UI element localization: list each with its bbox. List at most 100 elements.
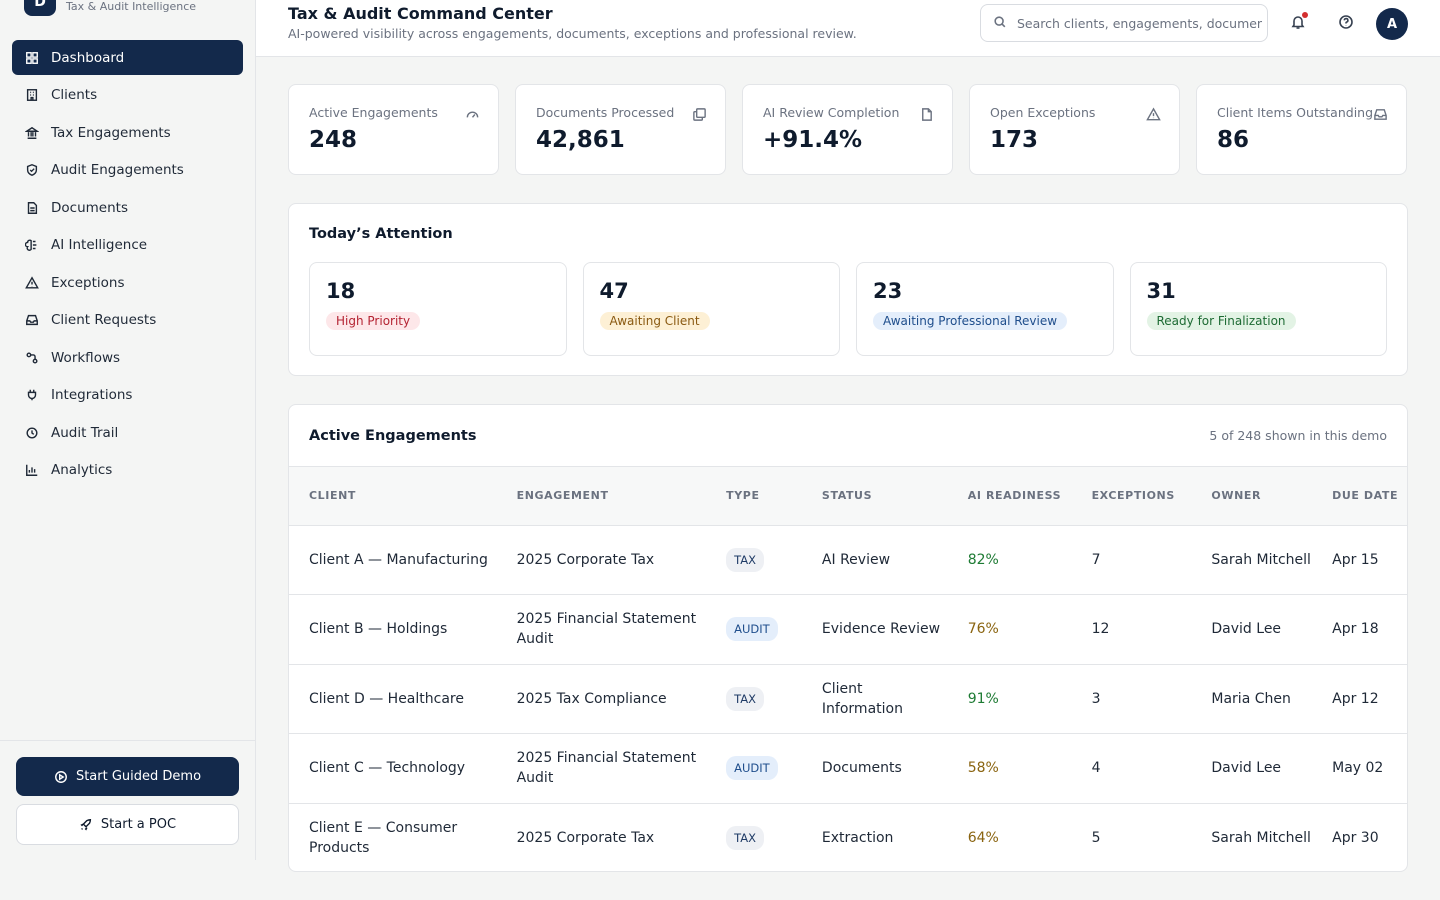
search-box[interactable]	[980, 4, 1268, 42]
cell-engagement: 2025 Tax Compliance	[516, 664, 727, 734]
table-row[interactable]: Client B — Holdings 2025 Financial State…	[289, 594, 1407, 665]
cell-type: AUDIT	[726, 594, 822, 665]
column-header-exceptions[interactable]: EXCEPTIONS	[1091, 467, 1212, 526]
type-badge: TAX	[726, 826, 765, 850]
column-header-owner[interactable]: OWNER	[1211, 467, 1333, 526]
active-engagements-note: 5 of 248 shown in this demo	[1209, 428, 1387, 443]
cell-status: Evidence Review	[821, 594, 968, 665]
active-engagements-panel: Active Engagements 5 of 248 shown in thi…	[288, 404, 1408, 872]
cell-status: Extraction	[821, 830, 894, 846]
sidebar-item-dashboard[interactable]: Dashboard	[12, 40, 243, 75]
start-poc-label: Start a POC	[100, 817, 177, 832]
cell-owner: Maria Chen	[1211, 664, 1333, 734]
main-content: Active Engagements 248 Documents Process…	[288, 84, 1408, 872]
column-header-type[interactable]: TYPE	[726, 467, 822, 526]
workflow-icon	[24, 350, 39, 365]
sidebar-item-audit-engagements[interactable]: Audit Engagements	[12, 153, 243, 188]
attention-count: 31	[1146, 279, 1176, 303]
page-subtitle: AI-powered visibility across engagements…	[288, 26, 857, 41]
sidebar-item-integrations[interactable]: Integrations	[12, 378, 243, 413]
kpi-row: Active Engagements 248 Documents Process…	[288, 84, 1408, 175]
table-row[interactable]: Client E — Consumer Products 2025 Corpor…	[289, 803, 1407, 871]
table-row[interactable]: Client D — Healthcare 2025 Tax Complianc…	[289, 664, 1407, 734]
column-header-status[interactable]: STATUS	[821, 467, 968, 526]
kpi-card-ai-review-completion[interactable]: AI Review Completion +91.4%	[742, 84, 953, 175]
column-header-engagement[interactable]: ENGAGEMENT	[516, 467, 727, 526]
table-row[interactable]: Client C — Technology 2025 Financial Sta…	[289, 733, 1407, 804]
attention-card-ready-for-finalization[interactable]: 31 Ready for Finalization	[1129, 262, 1387, 356]
active-engagements-header: Active Engagements 5 of 248 shown in thi…	[289, 405, 1407, 467]
copy-icon	[692, 107, 707, 122]
sidebar-item-label: Client Requests	[51, 312, 157, 328]
start-poc-button[interactable]: Start a POC	[16, 804, 239, 845]
cell-ai-readiness: 91%	[967, 664, 1092, 734]
todays-attention-title: Today’s Attention	[309, 226, 453, 242]
attention-card-awaiting-professional-review[interactable]: 23 Awaiting Professional Review	[856, 262, 1114, 356]
cell-client: Client C — Technology	[289, 733, 517, 804]
sidebar-item-documents[interactable]: Documents	[12, 190, 243, 225]
sidebar-item-label: Audit Trail	[51, 424, 119, 441]
todays-attention-panel: Today’s Attention 18 High Priority 47 Aw…	[288, 203, 1408, 376]
sidebar-item-client-requests[interactable]: Client Requests	[12, 303, 243, 338]
sidebar-item-label: Dashboard	[51, 49, 125, 66]
sidebar-item-audit-trail[interactable]: Audit Trail	[12, 415, 243, 450]
sidebar: D Tax & Audit Intelligence Dashboard Cli…	[0, 0, 256, 860]
kpi-card-documents-processed[interactable]: Documents Processed 42,861	[515, 84, 726, 175]
cell-client: Client B — Holdings	[289, 594, 517, 665]
table-row[interactable]: Client A — Manufacturing 2025 Corporate …	[289, 525, 1407, 595]
start-guided-demo-button[interactable]: Start Guided Demo	[16, 757, 239, 796]
notifications-button[interactable]	[1286, 12, 1310, 36]
kpi-label: Client Items Outstanding	[1217, 105, 1374, 120]
brand-logo[interactable]: D	[24, 0, 56, 16]
help-icon	[1338, 14, 1354, 34]
cell-owner: David Lee	[1211, 733, 1333, 804]
file-check-icon	[919, 107, 934, 122]
kpi-card-client-items-outstanding[interactable]: Client Items Outstanding 86	[1196, 84, 1407, 175]
search-input[interactable]	[1017, 15, 1262, 31]
gauge-icon	[465, 107, 480, 122]
building-icon	[24, 88, 39, 103]
sidebar-item-exceptions[interactable]: Exceptions	[12, 265, 243, 300]
warning-icon	[24, 275, 39, 290]
page-title: Tax & Audit Command Center	[288, 4, 553, 23]
column-header-client[interactable]: CLIENT	[289, 467, 517, 526]
brain-icon	[24, 238, 39, 253]
attention-card-high-priority[interactable]: 18 High Priority	[309, 262, 567, 356]
cell-status: Client Information	[821, 664, 968, 734]
cell-due-date: Apr 12	[1332, 664, 1407, 734]
kpi-card-active-engagements[interactable]: Active Engagements 248	[288, 84, 499, 175]
kpi-label: Active Engagements	[309, 105, 438, 120]
cell-status: AI Review	[821, 525, 968, 595]
kpi-label: Open Exceptions	[990, 105, 1096, 120]
sidebar-item-label: AI Intelligence	[51, 237, 148, 253]
document-icon	[24, 200, 39, 215]
cell-client: Client A — Manufacturing	[289, 525, 517, 595]
kpi-label: Documents Processed	[536, 105, 675, 120]
sidebar-item-label: Tax Engagements	[51, 124, 171, 141]
grid-icon	[24, 50, 39, 65]
attention-card-awaiting-client[interactable]: 47 Awaiting Client	[582, 262, 840, 356]
cell-type: TAX	[726, 803, 822, 871]
column-header-ai-readiness[interactable]: AI READINESS	[967, 467, 1092, 526]
sidebar-item-label: Documents	[51, 199, 128, 216]
attention-count: 23	[873, 279, 903, 303]
sidebar-item-clients[interactable]: Clients	[12, 78, 243, 113]
column-header-due-date[interactable]: DUE DATE	[1332, 467, 1407, 526]
avatar[interactable]: A	[1376, 8, 1408, 40]
notification-dot	[1302, 12, 1308, 18]
sidebar-item-ai-intelligence[interactable]: AI Intelligence	[12, 228, 243, 263]
cell-owner: Sarah Mitchell	[1211, 830, 1311, 846]
cell-exceptions: 5	[1091, 830, 1101, 846]
kpi-card-open-exceptions[interactable]: Open Exceptions 173	[969, 84, 1180, 175]
active-engagements-title: Active Engagements	[309, 427, 477, 444]
cell-due-date: Apr 18	[1332, 594, 1407, 665]
sidebar-item-tax-engagements[interactable]: Tax Engagements	[12, 115, 243, 150]
sidebar-item-label: Analytics	[51, 462, 113, 478]
sidebar-item-analytics[interactable]: Analytics	[12, 453, 243, 488]
help-button[interactable]	[1334, 12, 1358, 36]
cell-due-date: May 02	[1332, 733, 1407, 804]
status-badge: Ready for Finalization	[1146, 312, 1296, 330]
sidebar-item-workflows[interactable]: Workflows	[12, 340, 243, 375]
status-badge: High Priority	[326, 312, 421, 330]
sidebar-item-label: Audit Engagements	[51, 162, 184, 178]
